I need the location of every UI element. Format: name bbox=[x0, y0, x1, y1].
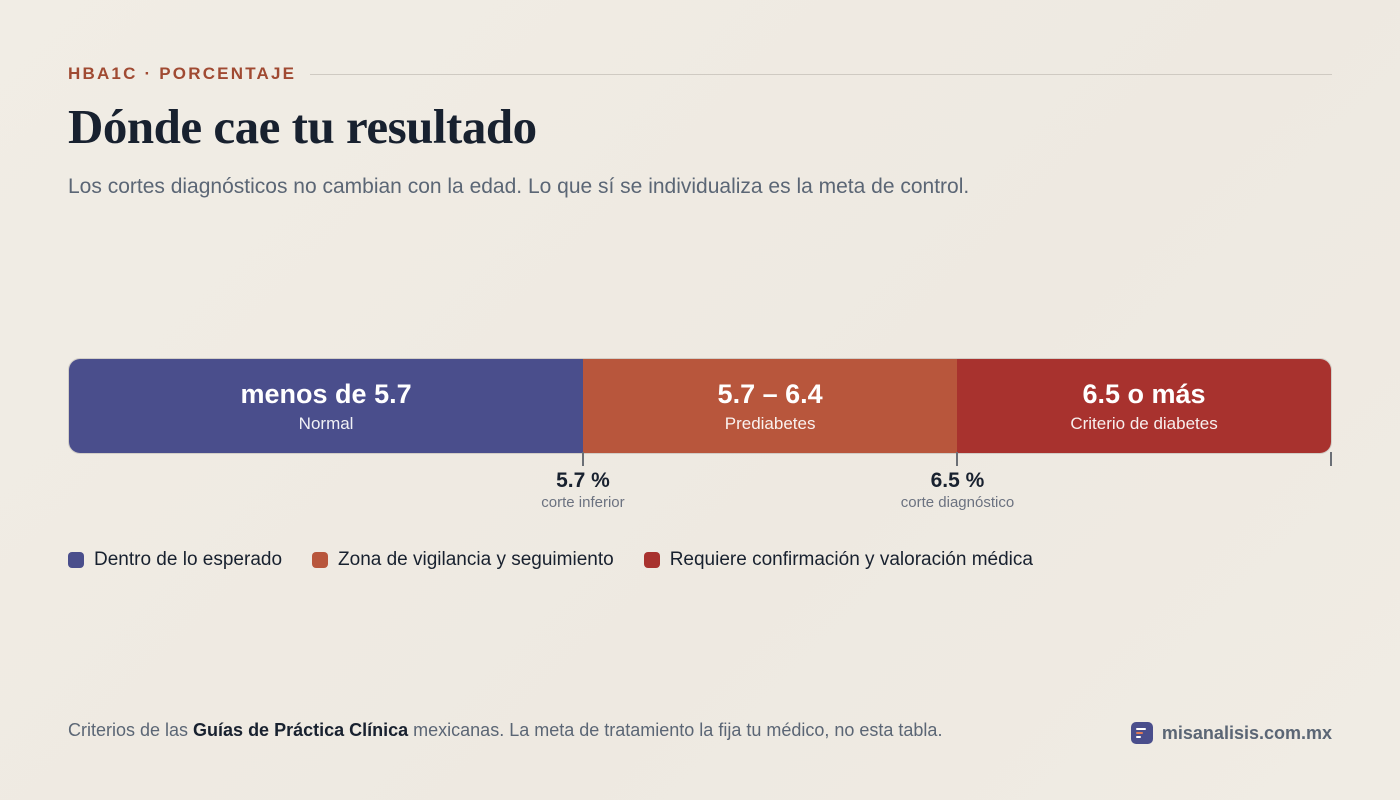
page-title: Dónde cae tu resultado bbox=[68, 99, 537, 154]
legend-item: Requiere confirmación y valoración médic… bbox=[643, 549, 1033, 571]
brand-name: misanalisis.com.mx bbox=[1161, 722, 1332, 743]
legend-text: Zona de vigilancia y seguimiento bbox=[338, 549, 614, 570]
cutoff-tick bbox=[956, 452, 959, 466]
segment-normal: menos de 5.7 Normal bbox=[69, 359, 584, 453]
legend-swatch bbox=[68, 552, 84, 568]
eyebrow-label: HBA1C · PORCENTAJE bbox=[68, 64, 297, 83]
eyebrow-row: HBA1C · PORCENTAJE bbox=[68, 63, 1332, 85]
segment-prediabetes: 5.7 – 6.4 Prediabetes bbox=[583, 359, 958, 453]
legend-text: Requiere confirmación y valoración médic… bbox=[669, 549, 1033, 570]
cutoff-note: corte diagnóstico bbox=[900, 494, 1015, 511]
cutoff-note: corte inferior bbox=[541, 494, 625, 511]
cutoff-tick bbox=[581, 452, 584, 466]
legend-swatch bbox=[312, 552, 329, 568]
list-icon bbox=[1130, 722, 1153, 744]
segment-range: 5.7 – 6.4 bbox=[717, 379, 823, 409]
segment-range: menos de 5.7 bbox=[240, 379, 412, 409]
cutoff-label: 6.5 % corte diagnóstico bbox=[857, 468, 1057, 512]
segment-criterio-de-diabetes: 6.5 o más Criterio de diabetes bbox=[957, 359, 1331, 453]
cutoff-label: 5.7 % corte inferior bbox=[483, 468, 683, 512]
brand[interactable]: misanalisis.com.mx bbox=[1130, 721, 1332, 745]
segment-label: Normal bbox=[298, 414, 354, 433]
footer-prefix: Criterios de las bbox=[68, 720, 194, 740]
legend-item: Dentro de lo esperado bbox=[68, 549, 282, 571]
segment-label: Criterio de diabetes bbox=[1070, 414, 1218, 433]
legend-swatch bbox=[643, 552, 660, 568]
segment-range: 6.5 o más bbox=[1082, 379, 1206, 409]
scale-end-tick bbox=[1330, 452, 1332, 466]
eyebrow-divider bbox=[310, 73, 1332, 75]
footer-guidelines: Guías de Práctica Clínica bbox=[193, 720, 409, 740]
page-subtitle: Los cortes diagnósticos no cambian con l… bbox=[68, 175, 970, 198]
footer-suffix: mexicanas. La meta de tratamiento la fij… bbox=[408, 720, 943, 740]
legend-text: Dentro de lo esperado bbox=[94, 549, 283, 570]
legend-item: Zona de vigilancia y seguimiento bbox=[312, 549, 614, 571]
footer-note: Criterios de las Guías de Práctica Clíni… bbox=[68, 720, 942, 741]
hba1c-range-bar: menos de 5.7 Normal 5.7 – 6.4 Prediabetes 6.… bbox=[68, 358, 1332, 454]
legend: Dentro de lo esperado Zona de vigilancia … bbox=[68, 548, 1063, 572]
cutoff-value: 6.5 % bbox=[930, 469, 985, 492]
segment-label: Prediabetes bbox=[724, 414, 816, 433]
cutoff-value: 5.7 % bbox=[556, 469, 610, 492]
